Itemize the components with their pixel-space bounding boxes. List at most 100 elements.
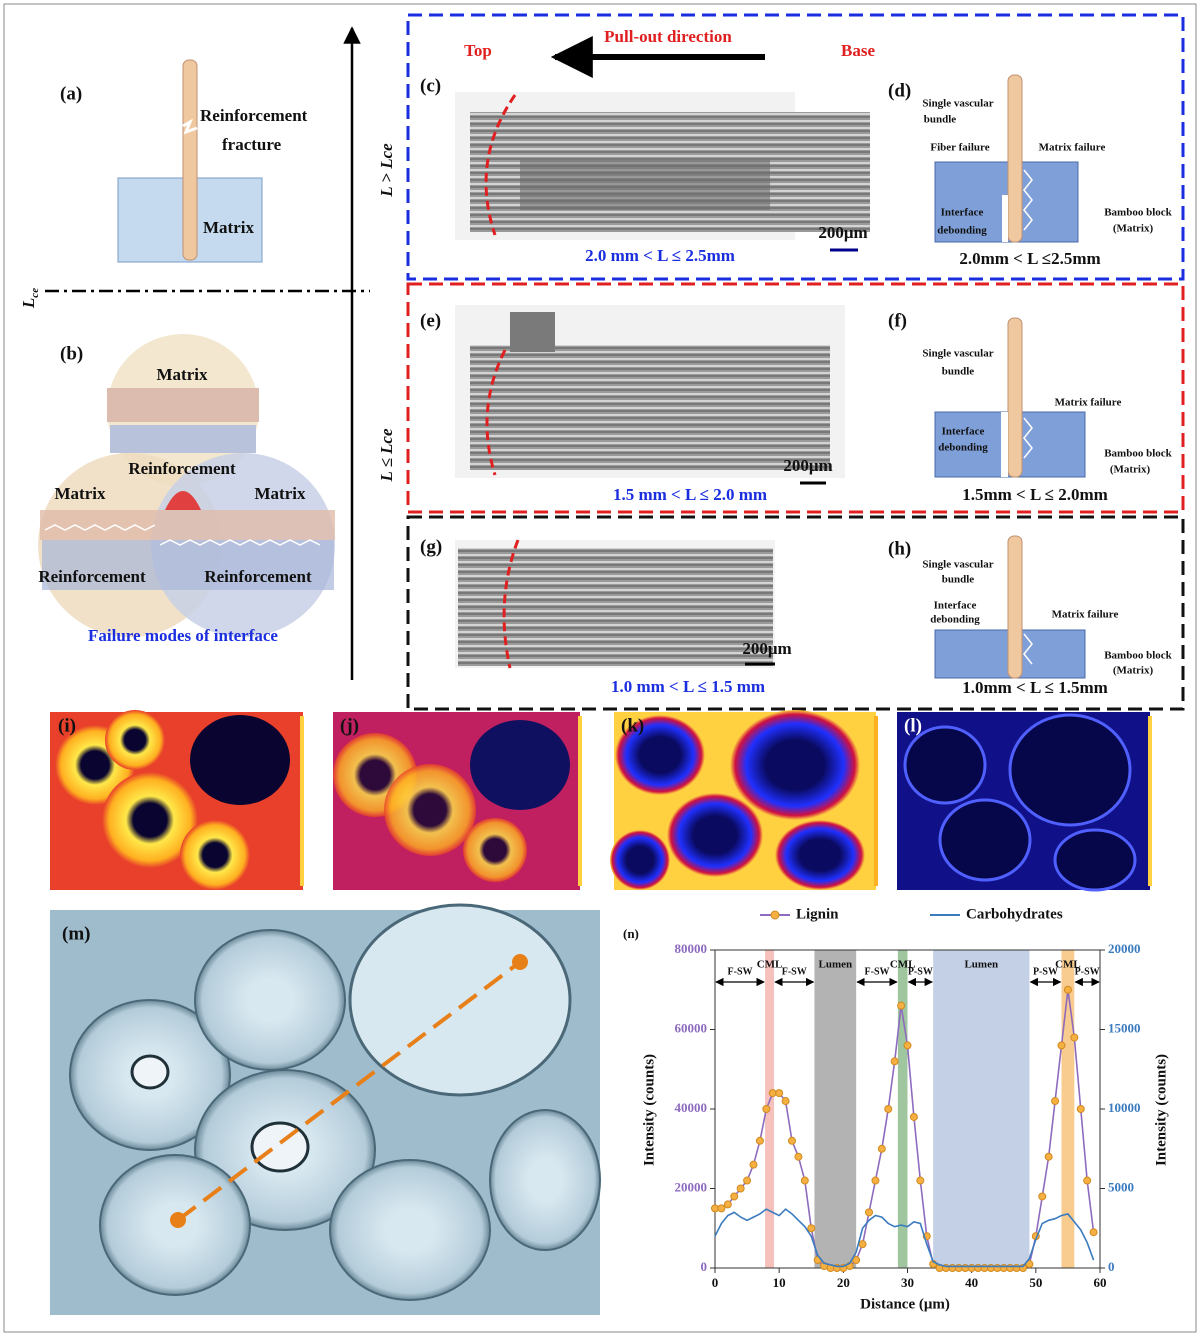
label: Base — [841, 41, 875, 60]
panel-label: (b) — [60, 343, 83, 364]
group-box — [406, 282, 1185, 514]
point — [807, 1224, 816, 1233]
region-label: Lumen — [964, 959, 998, 971]
panel-label: (m) — [62, 923, 90, 944]
bundle — [1007, 74, 1023, 243]
zigzag — [1023, 417, 1033, 459]
cell — [667, 793, 763, 877]
legend-label: Carbohydrates — [966, 906, 1063, 922]
sem-image — [458, 548, 773, 666]
label: Single vascular — [922, 348, 993, 360]
point — [1089, 1228, 1098, 1237]
sem-damage — [520, 160, 770, 210]
colorbar — [874, 716, 878, 886]
band — [40, 510, 335, 540]
colorbar — [578, 716, 582, 886]
range: 1.5 mm < L ≤ 2.0 mm — [613, 485, 767, 504]
y-tick-label: 0 — [701, 1259, 708, 1274]
point — [755, 1136, 764, 1145]
segment-label: F-SW — [782, 966, 807, 977]
symbol: L — [19, 298, 38, 309]
axis-label: L ≤ Lce — [377, 428, 396, 483]
band — [110, 425, 256, 453]
panel-label: (d) — [888, 80, 911, 101]
label: debonding — [937, 225, 987, 237]
debond — [1002, 195, 1008, 242]
panel-label: (c) — [420, 75, 441, 96]
point — [903, 1041, 912, 1050]
label: Single vascular — [922, 98, 993, 110]
panel-m: (m) — [50, 903, 601, 1315]
label: fracture — [222, 135, 282, 154]
panel-j: (j) — [333, 712, 582, 890]
segment-label: P-SW — [1075, 966, 1100, 977]
y2-tick-label: 10000 — [1108, 1100, 1141, 1115]
subscript: ce — [29, 288, 41, 298]
panel-l: (l) — [897, 712, 1152, 892]
segment-label: P-SW — [1033, 966, 1058, 977]
core — [165, 491, 201, 510]
label: bundle — [924, 114, 957, 126]
range: 1.0 mm < L ≤ 1.5 mm — [611, 677, 765, 696]
profile-end — [170, 1212, 186, 1228]
panel-label: (i) — [58, 715, 76, 736]
point — [916, 1176, 925, 1185]
panel-label: (k) — [621, 715, 644, 736]
y2-tick-label: 15000 — [1108, 1020, 1141, 1035]
x-tick-label: 0 — [712, 1275, 719, 1290]
panel-f: (f) Single vascular bundle Matrix failur… — [888, 310, 1173, 504]
label: debonding — [930, 614, 980, 626]
zigzag — [1023, 169, 1033, 231]
label: (Matrix) — [1113, 665, 1154, 677]
label: Bamboo block — [1104, 650, 1172, 662]
colorbar — [1148, 716, 1152, 886]
point — [717, 1204, 726, 1213]
label: Reinforcement — [204, 567, 312, 586]
cell — [463, 818, 527, 882]
x-tick-label: 30 — [901, 1275, 914, 1290]
point — [788, 1136, 796, 1145]
region-label: CML — [890, 959, 916, 971]
label: Matrix failure — [1039, 142, 1106, 154]
point — [858, 1240, 867, 1249]
colorbar — [300, 716, 304, 886]
label: Reinforcement — [200, 106, 308, 125]
label: Pull-out direction — [604, 27, 732, 46]
point — [1051, 1097, 1060, 1106]
y-tick-label: 40000 — [675, 1100, 708, 1115]
cell — [180, 820, 250, 890]
fracture-curve — [502, 539, 520, 669]
label: bundle — [942, 574, 975, 586]
scale-label: 200μm — [783, 456, 832, 475]
fracture-curve — [484, 94, 517, 236]
point — [781, 1097, 790, 1106]
fracture-curve — [485, 349, 507, 476]
point — [1038, 1192, 1047, 1201]
cell — [903, 725, 987, 805]
label: Matrix — [255, 484, 306, 503]
lumen — [470, 720, 570, 810]
panel-h: (h) Single vascular bundle Interface deb… — [888, 535, 1173, 697]
point — [884, 1105, 893, 1113]
cell — [1008, 713, 1132, 827]
bundle — [1007, 317, 1023, 478]
point — [897, 1001, 906, 1010]
label: debonding — [938, 442, 988, 454]
label: Bamboo block — [1104, 448, 1172, 460]
label: (Matrix) — [1113, 223, 1154, 235]
label: Matrix failure — [1052, 609, 1119, 621]
point — [1076, 1105, 1085, 1113]
cell — [730, 710, 860, 820]
y2-tick-label: 20000 — [1108, 941, 1141, 956]
cell — [348, 903, 572, 1097]
point — [865, 1208, 873, 1217]
cell — [194, 929, 346, 1071]
reinforcement-rod — [182, 59, 198, 261]
y2-tick-label: 5000 — [1108, 1179, 1134, 1194]
region — [814, 950, 857, 1268]
cell — [775, 820, 865, 890]
point — [730, 1192, 739, 1201]
label: Interface — [934, 600, 977, 612]
lumen — [190, 715, 290, 805]
